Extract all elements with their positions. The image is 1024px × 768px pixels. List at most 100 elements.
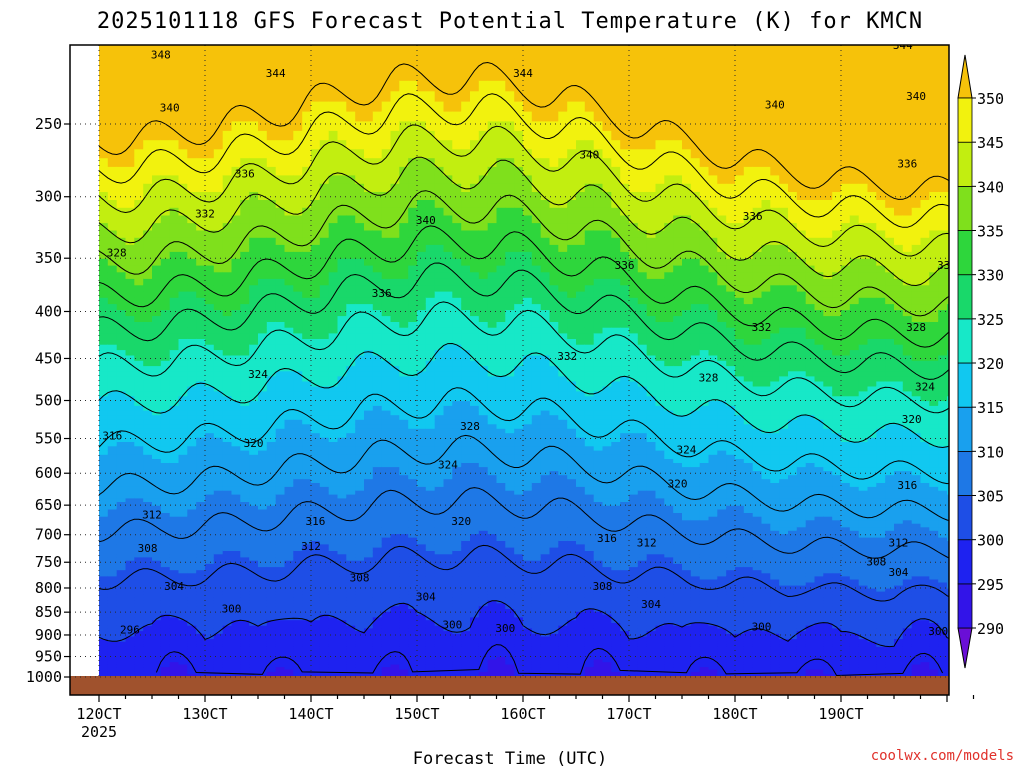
color-cell: [107, 482, 118, 487]
color-cell: [187, 602, 197, 607]
color-cell: [143, 207, 153, 216]
color-cell: [381, 619, 392, 623]
color-cell: [213, 501, 224, 506]
color-cell: [337, 229, 347, 238]
color-cell: [240, 380, 250, 387]
color-cell: [390, 395, 400, 402]
color-cell: [249, 671, 259, 675]
color-cell: [328, 605, 339, 609]
color-cell: [99, 611, 109, 615]
color-cell: [160, 454, 171, 459]
color-cell: [293, 419, 303, 425]
color-cell: [319, 474, 330, 480]
color-cell: [240, 139, 250, 150]
color-cell: [381, 673, 392, 677]
color-cell: [213, 410, 224, 416]
color-cell: [169, 390, 180, 397]
color-cell: [196, 222, 206, 231]
color-cell: [143, 582, 153, 586]
color-cell: [302, 543, 312, 548]
color-cell: [399, 229, 409, 238]
color-cell: [284, 332, 294, 339]
color-cell: [107, 627, 118, 632]
color-cell: [311, 566, 321, 571]
color-cell: [196, 414, 206, 420]
color-cell: [337, 582, 347, 586]
color-cell: [205, 543, 215, 548]
color-cell: [275, 174, 286, 184]
color-cell: [417, 338, 427, 345]
color-cell: [346, 183, 356, 192]
color-cell: [372, 423, 383, 429]
color-cell: [152, 654, 162, 658]
color-cell: [337, 130, 347, 141]
color-cell: [355, 486, 365, 491]
color-cell: [160, 668, 171, 672]
color-cell: [160, 566, 171, 571]
color-cell: [169, 553, 180, 558]
color-cell: [107, 466, 118, 472]
color-cell: [116, 605, 127, 609]
color-cell: [293, 111, 303, 122]
color-cell: [355, 530, 365, 535]
color-cell: [231, 563, 241, 568]
color-cell: [196, 191, 206, 200]
color-cell: [390, 556, 400, 561]
color-cell: [319, 501, 330, 506]
color-cell: [187, 400, 197, 406]
color-cell: [249, 505, 259, 510]
color-cell: [346, 360, 356, 367]
color-cell: [222, 370, 233, 377]
color-cell: [372, 585, 383, 589]
color-cell: [284, 582, 294, 586]
color-cell: [355, 251, 365, 259]
color-cell: [231, 375, 241, 382]
color-cell: [240, 199, 250, 208]
color-cell: [205, 505, 215, 510]
color-cell: [284, 90, 294, 102]
color-cell: [417, 648, 427, 653]
color-cell: [249, 344, 259, 351]
color-cell: [399, 419, 409, 425]
color-cell: [408, 501, 418, 506]
color-cell: [160, 303, 171, 311]
color-cell: [240, 659, 250, 663]
color-cell: [258, 321, 268, 328]
color-cell: [337, 627, 347, 632]
color-cell: [107, 530, 118, 535]
color-cell: [178, 638, 188, 642]
color-cell: [284, 375, 294, 382]
color-cell: [187, 501, 197, 506]
color-cell: [266, 633, 277, 637]
color-cell: [187, 666, 197, 670]
color-cell: [346, 428, 356, 434]
color-cell: [187, 625, 197, 629]
color-cell: [205, 321, 215, 328]
color-cell: [222, 410, 233, 416]
color-cell: [107, 560, 118, 564]
color-cell: [213, 651, 224, 655]
color-cell: [143, 309, 153, 317]
color-cell: [293, 199, 303, 208]
color-cell: [399, 139, 409, 150]
color-cell: [249, 251, 259, 259]
color-cell: [390, 566, 400, 571]
color-cell: [178, 101, 188, 112]
color-cell: [284, 284, 294, 292]
color-cell: [160, 666, 171, 670]
color-cell: [99, 157, 109, 167]
color-cell: [152, 560, 162, 564]
color-cell: [346, 157, 356, 167]
color-cell: [364, 437, 374, 442]
color-cell: [125, 458, 135, 463]
color-cell: [187, 414, 197, 420]
color-cell: [196, 80, 206, 92]
color-cell: [319, 553, 330, 558]
color-cell: [99, 148, 109, 159]
color-cell: [311, 638, 321, 642]
color-cell: [213, 265, 224, 273]
color-cell: [346, 651, 356, 655]
color-cell: [116, 646, 127, 650]
color-cell: [275, 569, 286, 574]
color-cell: [125, 338, 135, 345]
